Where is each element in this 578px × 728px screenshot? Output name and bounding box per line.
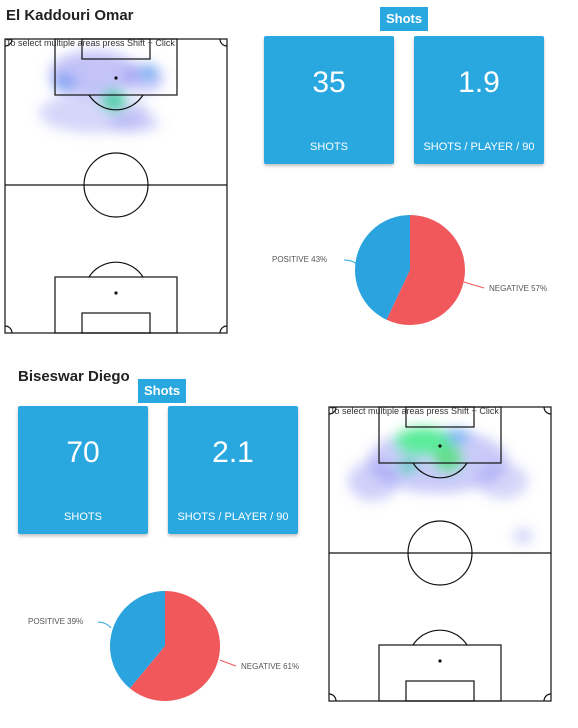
pie-slice-negative[interactable]	[129, 591, 220, 701]
pie-label-negative: NEGATIVE 61%	[241, 662, 299, 671]
penalty-spot	[114, 291, 118, 295]
section-tag-shots-2: Shots	[138, 379, 187, 403]
pitch-lines-1	[4, 38, 228, 334]
stat-value: 70	[66, 436, 100, 469]
pie-slice-negative[interactable]	[386, 215, 465, 325]
stat-card-shots-2[interactable]: 70 SHOTS	[18, 406, 148, 534]
stat-value: 2.1	[212, 436, 254, 469]
pitch-heatmap-2[interactable]	[328, 406, 552, 702]
stat-card-shots-per-90-2[interactable]: 2.1 SHOTS / PLAYER / 90	[168, 406, 298, 534]
leader-line-negative	[463, 281, 485, 289]
penalty-spot	[438, 444, 442, 448]
sentiment-pie-2[interactable]: POSITIVE 39% NEGATIVE 61%	[18, 576, 328, 706]
penalty-spot	[438, 659, 442, 663]
penalty-spot	[114, 76, 118, 80]
multi-select-hint-2: To select multiple areas press Shift + C…	[330, 406, 499, 416]
pie-slice-positive[interactable]	[109, 591, 165, 689]
stat-label: SHOTS	[64, 511, 102, 523]
pie-label-negative: NEGATIVE 57%	[489, 284, 547, 293]
stat-label: SHOTS / PLAYER / 90	[177, 511, 289, 523]
stat-card-shots-1[interactable]: 35 SHOTS	[264, 36, 394, 164]
section-tag-shots-1: Shots	[380, 7, 429, 31]
pitch-heatmap-1[interactable]	[4, 38, 228, 334]
sentiment-pie-1[interactable]: POSITIVE 43% NEGATIVE 57%	[262, 204, 572, 334]
stat-label: SHOTS	[310, 141, 348, 153]
stat-label: SHOTS / PLAYER / 90	[423, 141, 535, 153]
heatmap-layer-2	[348, 427, 533, 544]
leader-line-positive	[97, 621, 112, 629]
stat-value: 35	[312, 66, 346, 99]
pie-slice-positive[interactable]	[355, 215, 410, 320]
pie-label-positive: POSITIVE 39%	[28, 617, 83, 626]
pie-label-positive: POSITIVE 43%	[272, 255, 327, 264]
leader-line-negative	[219, 659, 237, 667]
leader-line-positive	[343, 259, 358, 265]
stat-card-shots-per-90-1[interactable]: 1.9 SHOTS / PLAYER / 90	[414, 36, 544, 164]
heatmap-layer-1	[39, 51, 164, 133]
stat-value: 1.9	[458, 66, 500, 99]
player-name-1: El Kaddouri Omar	[6, 7, 134, 24]
multi-select-hint-1: To select multiple areas press Shift + C…	[6, 38, 175, 48]
player-name-2: Biseswar Diego	[18, 368, 130, 385]
pitch-lines-2	[328, 406, 552, 702]
